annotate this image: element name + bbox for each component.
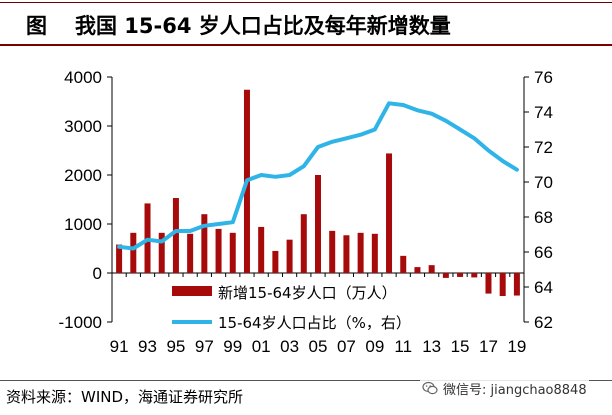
- right-tick-label: 66: [534, 243, 553, 262]
- right-tick-label: 76: [534, 68, 553, 87]
- bar: [371, 233, 378, 273]
- series-line: [117, 101, 519, 251]
- bar: [471, 273, 478, 278]
- bar: [158, 232, 165, 273]
- right-tick-label: 74: [534, 103, 553, 122]
- bar: [116, 244, 123, 273]
- x-tick-label: 07: [337, 337, 356, 356]
- bar: [187, 233, 194, 273]
- bar: [172, 198, 179, 273]
- x-tick-label: 17: [479, 337, 498, 356]
- title-text: 我国 15-64 岁人口占比及每年新增数量: [75, 14, 451, 38]
- bar: [215, 228, 222, 273]
- left-tick-label: 3000: [64, 117, 102, 136]
- bar: [386, 153, 393, 273]
- bar: [513, 273, 520, 296]
- bar: [400, 255, 407, 273]
- bar: [485, 273, 492, 294]
- legend-bar-swatch: [172, 286, 212, 296]
- right-tick-label: 62: [534, 313, 553, 332]
- x-tick-label: 05: [309, 337, 328, 356]
- bar: [130, 232, 137, 273]
- title-bar: 图 我国 15-64 岁人口占比及每年新增数量: [0, 0, 612, 50]
- title-rule-top: [0, 2, 612, 3]
- x-tick-label: 09: [365, 337, 384, 356]
- x-tick-label: 97: [195, 337, 214, 356]
- bar: [457, 273, 464, 277]
- footer-divider: [0, 380, 612, 381]
- left-tick-label: 1000: [64, 215, 102, 234]
- watermark: 微信号: jiangchao8848: [420, 377, 589, 399]
- bar: [272, 250, 279, 273]
- left-tick-label: -1000: [59, 313, 102, 332]
- left-tick-label: 4000: [64, 68, 102, 87]
- left-tick-label: 2000: [64, 166, 102, 185]
- legend-label-bars: 新增15-64岁人口（万人）: [218, 284, 397, 302]
- bar: [428, 265, 435, 273]
- x-tick-label: 95: [166, 337, 185, 356]
- x-tick-label: 91: [110, 337, 129, 356]
- bar: [201, 214, 208, 273]
- bar: [357, 232, 364, 273]
- bar: [286, 239, 293, 273]
- watermark-text: 微信号: jiangchao8848: [443, 382, 587, 398]
- bar: [442, 273, 449, 278]
- right-tick-label: 70: [534, 173, 553, 192]
- x-tick-label: 99: [223, 337, 242, 356]
- bar: [414, 267, 421, 273]
- bar: [315, 175, 321, 273]
- x-tick-label: 13: [422, 337, 441, 356]
- bar: [258, 226, 265, 273]
- figure-prefix: 图: [26, 14, 47, 38]
- bar: [229, 232, 236, 273]
- left-tick-label: 0: [93, 264, 102, 283]
- legend-label-line: 15-64岁人口占比（%，右）: [218, 314, 411, 332]
- wechat-icon: [422, 381, 438, 395]
- chart-svg: -1000 0 1000 2000 3000 4000 62 64 66 68 70 72 74 76 91…: [59, 68, 553, 356]
- bar: [329, 230, 336, 273]
- x-tick-label: 19: [507, 337, 526, 356]
- x-tick-label: 11: [394, 337, 412, 356]
- right-tick-label: 72: [534, 138, 553, 157]
- bar: [499, 273, 506, 297]
- x-tick-label: 15: [451, 337, 470, 356]
- title-rule-bottom: [0, 44, 612, 46]
- x-tick-label: 03: [280, 337, 299, 356]
- bar: [343, 235, 350, 273]
- chart-title: 图 我国 15-64 岁人口占比及每年新增数量: [26, 10, 451, 40]
- x-tick-label: 93: [138, 337, 157, 356]
- right-tick-label: 68: [534, 208, 553, 227]
- legend-background: [168, 279, 468, 337]
- x-tick-label: 01: [252, 337, 271, 356]
- source-note: 资料来源：WIND，海通证券研究所: [6, 388, 244, 406]
- bar: [300, 214, 307, 273]
- right-tick-label: 64: [534, 278, 553, 297]
